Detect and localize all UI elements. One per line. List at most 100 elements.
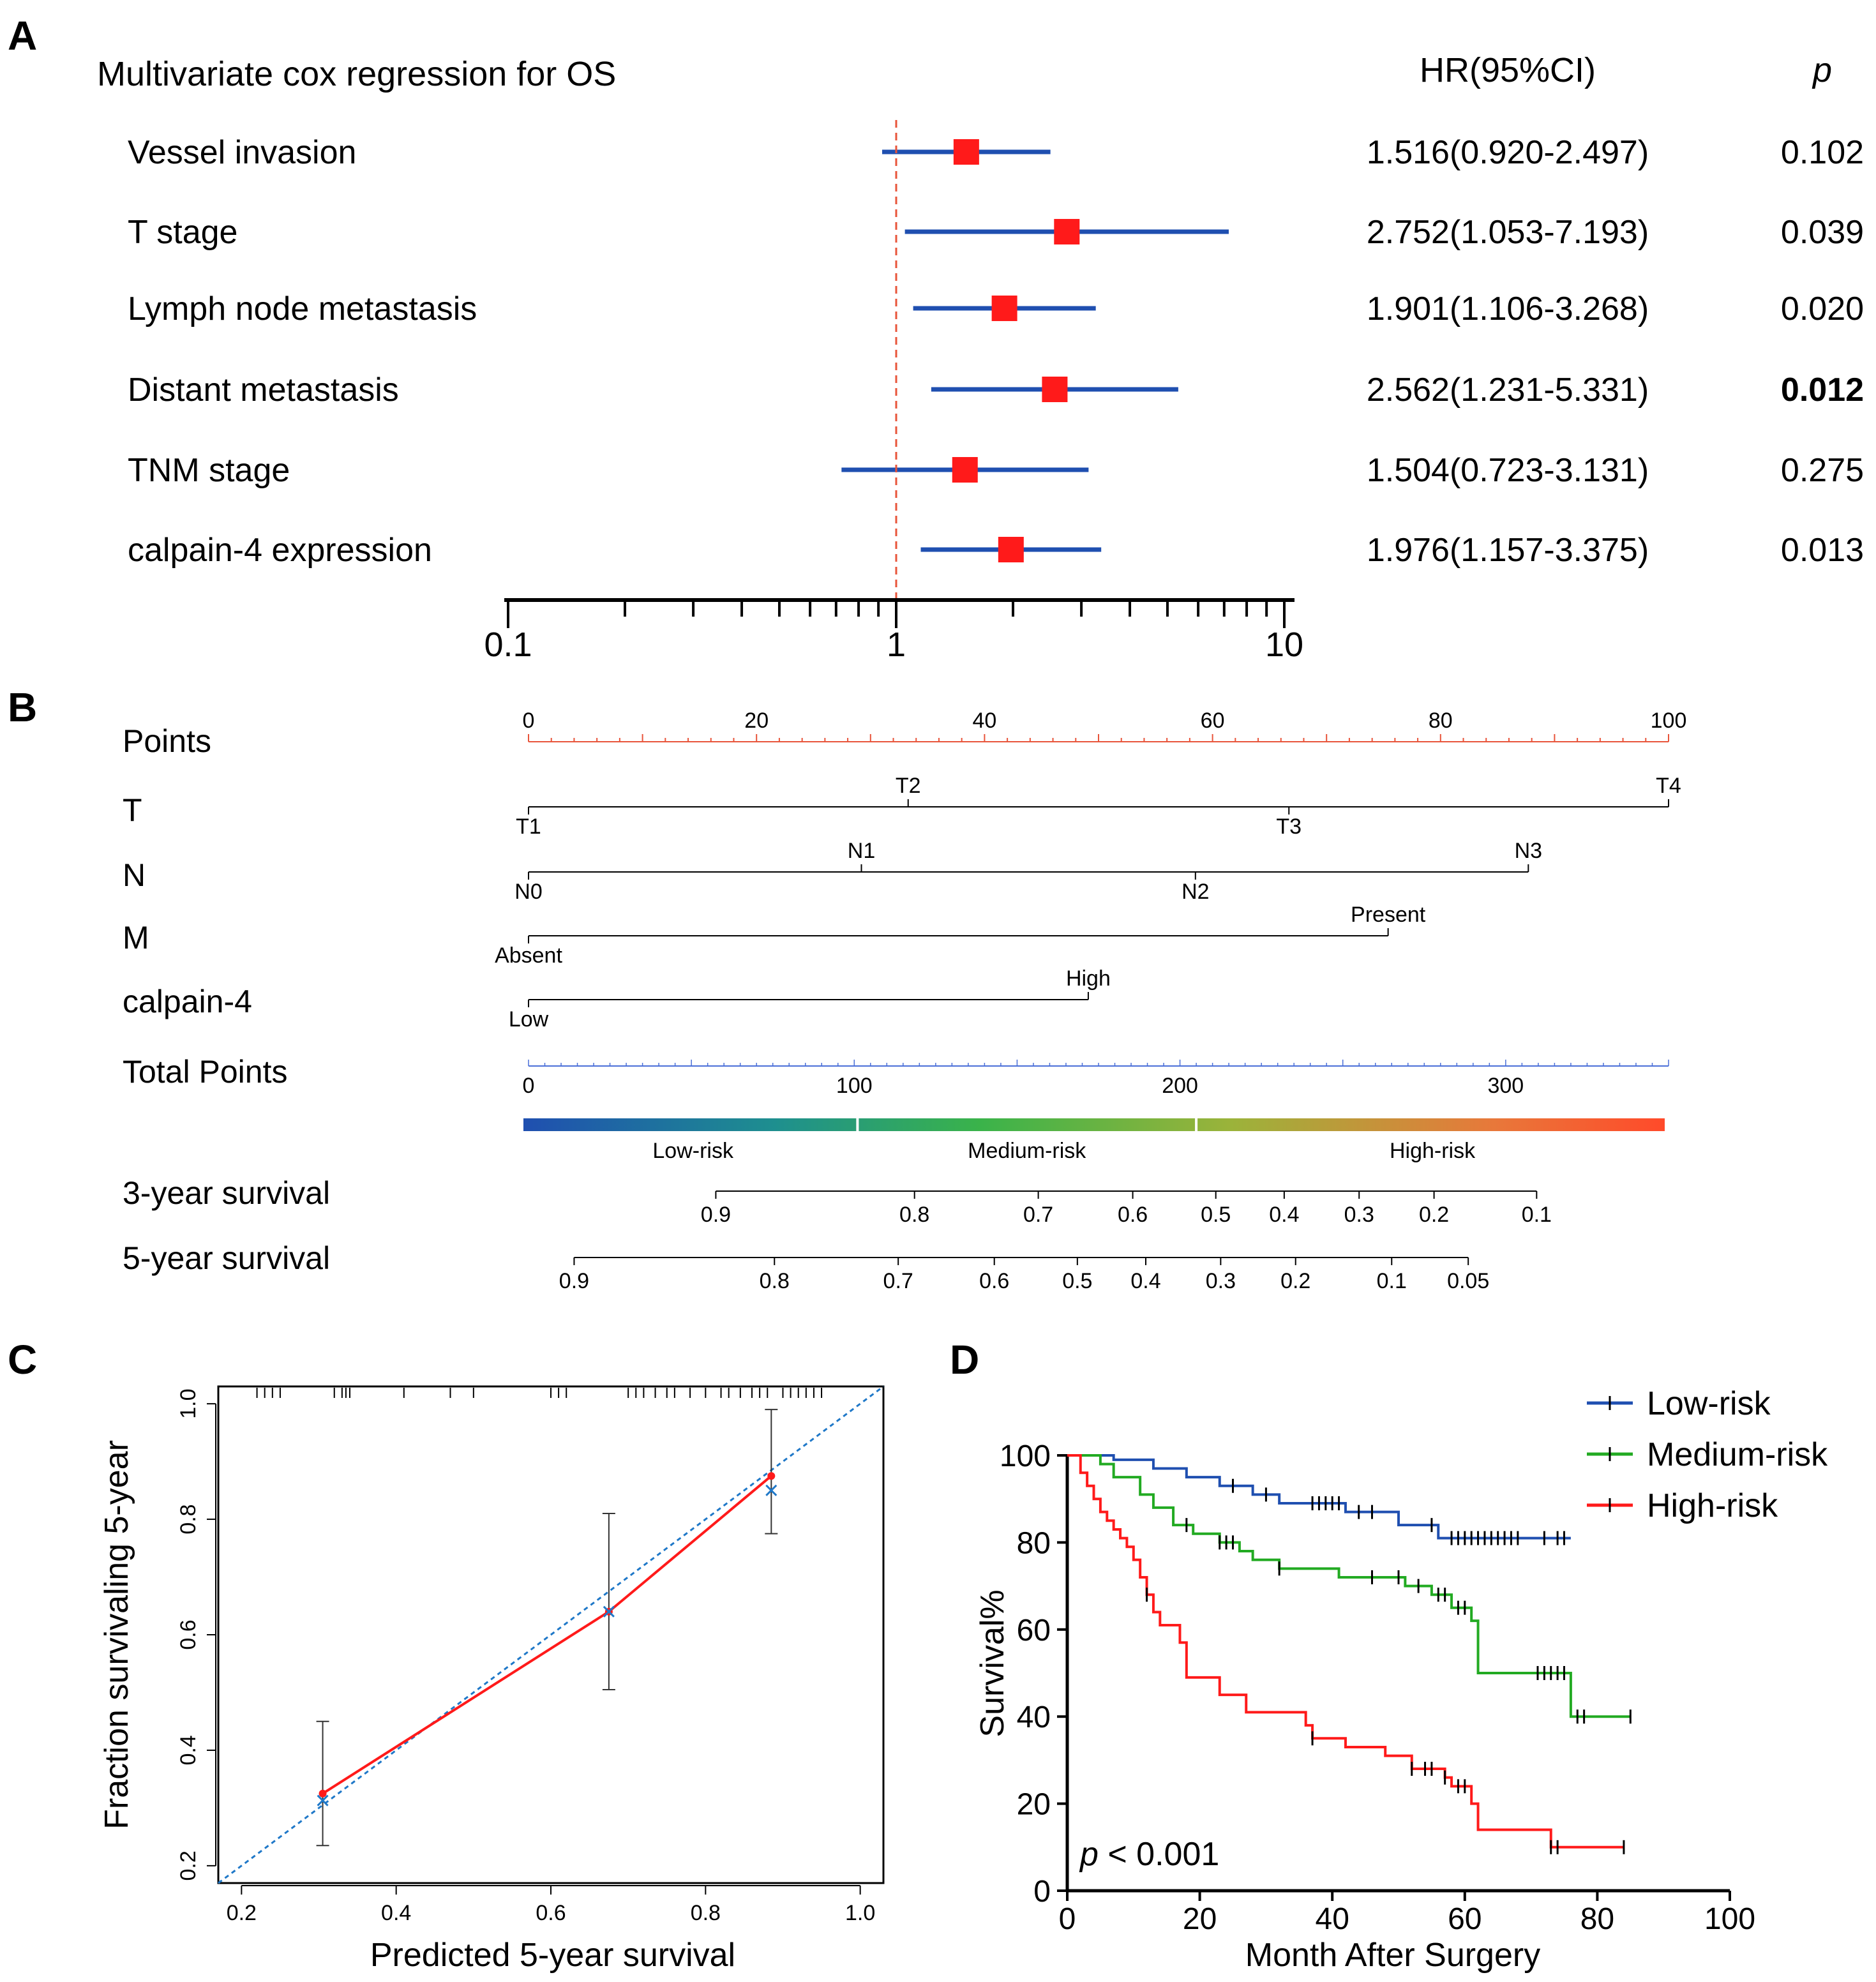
ideal-diagonal-line [218, 1385, 884, 1884]
hr-marker-t-stage [1054, 219, 1080, 244]
risk-label-low-risk: Low-risk [652, 1139, 734, 1163]
calibration-y-tick-label-0.4: 0.4 [176, 1735, 200, 1765]
km-x-label: Month After Surgery [1245, 1937, 1540, 1974]
survival-tick-label-5yr: 0.6 [979, 1269, 1009, 1293]
km-y-tick-label-80: 80 [1017, 1526, 1051, 1560]
p-value-calpain-4-expression: 0.013 [1781, 532, 1864, 569]
p-value-t-stage: 0.039 [1781, 214, 1864, 251]
km-x-tick-label-100: 100 [1704, 1902, 1755, 1936]
survival-tick-label-3yr: 0.5 [1201, 1203, 1231, 1227]
legend-label-medium-risk: Medium-risk [1647, 1436, 1828, 1473]
level-label-t4: T4 [1656, 774, 1681, 798]
km-curve-medium-risk [1067, 1454, 1631, 1718]
level-label-t2: T2 [896, 774, 921, 798]
level-label-n1: N1 [848, 839, 875, 863]
km-y-tick-label-40: 40 [1017, 1700, 1051, 1734]
hr-marker-distant-metastasis [1042, 377, 1068, 402]
points-tick-label-20: 20 [744, 709, 769, 733]
total-tick-label-200: 200 [1162, 1074, 1198, 1098]
survival-tick-label-3yr: 0.1 [1522, 1203, 1552, 1227]
bias-corrected-point [765, 1484, 777, 1496]
hr-marker-calpain-4-expression [998, 537, 1024, 562]
km-x-tick-label-60: 60 [1448, 1902, 1482, 1936]
hr-value-tnm-stage: 1.504(0.723-3.131) [1367, 452, 1649, 489]
km-y-tick-label-100: 100 [1000, 1439, 1051, 1473]
hr-value-distant-metastasis: 2.562(1.231-5.331) [1367, 372, 1649, 409]
level-label-t3: T3 [1276, 815, 1302, 839]
level-label-n0: N0 [514, 880, 542, 904]
total-tick-label-0: 0 [523, 1074, 535, 1098]
km-pvalue-text: < 0.001 [1099, 1836, 1219, 1873]
km-y-tick-label-60: 60 [1017, 1614, 1051, 1648]
calibration-y-label: Fraction survivaling 5-year [98, 1440, 135, 1829]
hr-value-calpain-4-expression: 1.976(1.157-3.375) [1367, 532, 1649, 569]
row-label-vessel-invasion: Vessel invasion [128, 134, 356, 171]
legend-label-low-risk: Low-risk [1647, 1385, 1771, 1422]
forest-tick-label-1: 1 [887, 626, 906, 664]
bias-corrected-point [603, 1605, 615, 1618]
forest-title: Multivariate cox regression for OS [97, 55, 616, 93]
row-label-calpain-4-expression: calpain-4 expression [128, 532, 432, 569]
km-y-tick-label-0: 0 [1033, 1875, 1051, 1909]
km-y-label: Survival% [974, 1589, 1011, 1737]
calibration-x-label: Predicted 5-year survival [370, 1937, 735, 1974]
panel-label-d: D [950, 1337, 979, 1383]
points-tick-label-60: 60 [1201, 709, 1225, 733]
calibration-x-tick-label-1.0: 1.0 [845, 1901, 875, 1925]
calibration-x-tick-label-0.8: 0.8 [691, 1901, 721, 1925]
row-label-calpain-4: calpain-4 [123, 984, 252, 1019]
survival-tick-label-3yr: 0.6 [1118, 1203, 1148, 1227]
calibration-x-tick-label-0.2: 0.2 [227, 1901, 257, 1925]
hr-marker-lymph-node-metastasis [991, 296, 1017, 321]
forest-tick-label-0.1: 0.1 [484, 626, 532, 664]
hr-marker-tnm-stage [952, 457, 978, 483]
level-label-present: Present [1351, 903, 1426, 927]
calibration-y-tick-label-0.2: 0.2 [176, 1851, 200, 1881]
level-label-n2: N2 [1182, 880, 1209, 904]
legend-label-high-risk: High-risk [1647, 1487, 1778, 1524]
points-tick-label-100: 100 [1651, 709, 1687, 733]
survival-tick-label-5yr: 0.5 [1062, 1269, 1092, 1293]
survival-tick-label-5yr: 0.4 [1130, 1269, 1160, 1293]
level-label-t1: T1 [516, 815, 541, 839]
survival-tick-label-5yr: 0.8 [760, 1269, 790, 1293]
hr-column-header: HR(95%CI) [1420, 51, 1596, 89]
km-pvalue: p < 0.001 [1079, 1836, 1219, 1873]
total-tick-label-100: 100 [836, 1074, 873, 1098]
survival-tick-label-5yr: 0.2 [1280, 1269, 1310, 1293]
forest-tick-label-10: 10 [1265, 626, 1303, 664]
survival-tick-label-3yr: 0.9 [701, 1203, 731, 1227]
row-label-5-year-survival: 5-year survival [123, 1240, 330, 1276]
km-curve-high-risk [1067, 1454, 1624, 1849]
calibration-y-tick-label-0.8: 0.8 [176, 1504, 200, 1534]
p-column-header: p [1812, 51, 1832, 89]
level-label-absent: Absent [495, 943, 562, 968]
nomogram: Points T N M calpain-4 Total Points 3-ye… [123, 709, 1686, 1293]
hr-value-t-stage: 2.752(1.053-7.193) [1367, 214, 1649, 251]
survival-tick-label-3yr: 0.4 [1269, 1203, 1299, 1227]
hr-value-lymph-node-metastasis: 1.901(1.106-3.268) [1367, 290, 1649, 327]
level-label-n3: N3 [1515, 839, 1542, 863]
survival-tick-label-5yr: 0.1 [1377, 1269, 1407, 1293]
total-tick-label-300: 300 [1487, 1074, 1524, 1098]
risk-label-medium-risk: Medium-risk [968, 1139, 1086, 1163]
km-x-tick-label-40: 40 [1316, 1902, 1349, 1936]
row-label-total-points: Total Points [123, 1054, 287, 1090]
row-label-distant-metastasis: Distant metastasis [128, 372, 399, 409]
km-pvalue-symbol: p [1079, 1836, 1099, 1873]
survival-tick-label-3yr: 0.7 [1023, 1203, 1053, 1227]
risk-label-high-risk: High-risk [1390, 1139, 1476, 1163]
km-y-tick-label-20: 20 [1017, 1788, 1051, 1822]
bias-corrected-point [317, 1794, 329, 1806]
km-plot: 0 20 40 60 80 100 0 20 40 60 80 100 Month After Sur… [974, 1385, 1828, 1974]
km-x-tick-label-0: 0 [1059, 1902, 1076, 1936]
row-label-points: Points [123, 723, 211, 759]
row-label-lymph-node-metastasis: Lymph node metastasis [128, 290, 477, 327]
observed-point [767, 1472, 776, 1480]
km-x-tick-label-80: 80 [1580, 1902, 1614, 1936]
survival-tick-label-5yr: 0.3 [1206, 1269, 1236, 1293]
row-label-n: N [123, 857, 146, 893]
panel-label-b: B [8, 684, 37, 730]
level-label-high: High [1066, 966, 1111, 991]
